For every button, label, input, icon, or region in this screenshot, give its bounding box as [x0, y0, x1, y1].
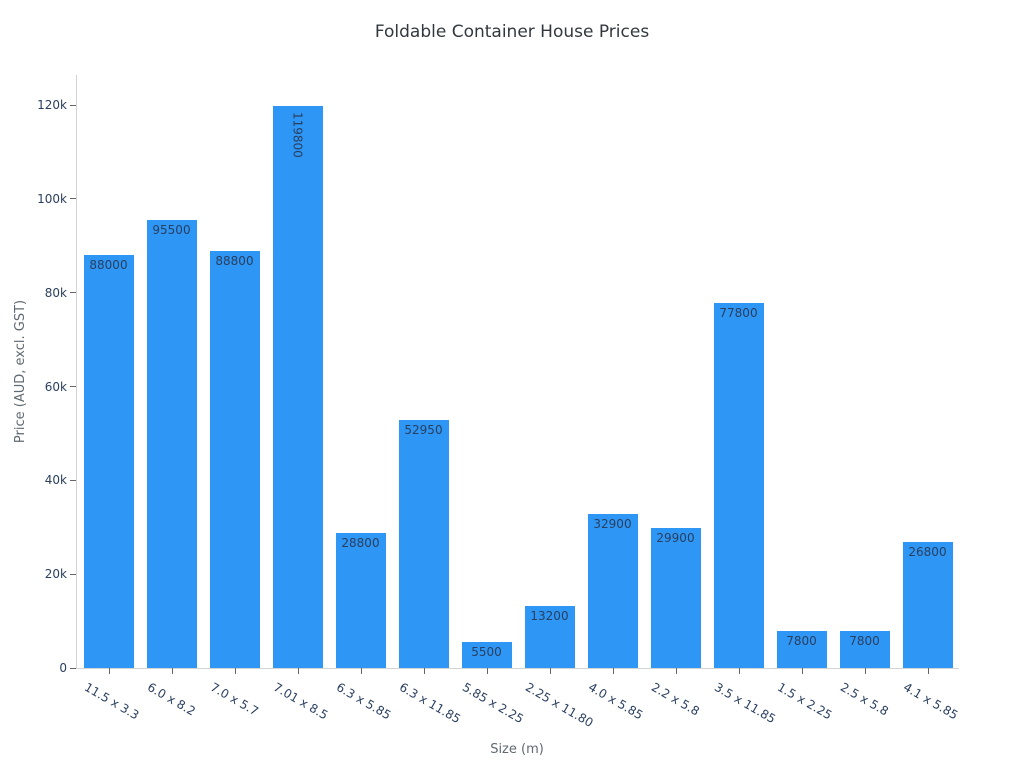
y-tick-mark	[70, 104, 76, 106]
x-tick-label: 3.5 x 11.85	[711, 680, 778, 727]
x-tick-label: 2.25 x 11.80	[522, 680, 596, 731]
x-tick-label: 1.5 x 2.25	[774, 680, 834, 723]
bar-value-label: 13200	[530, 609, 569, 624]
bar-7.01x8.5[interactable]: 119800	[272, 105, 323, 668]
bar-value-label: 28800	[341, 535, 380, 550]
bar-6.3x11.85[interactable]: 52950	[398, 419, 449, 668]
bar-value-label: 77800	[719, 306, 758, 321]
x-tick-mark	[423, 668, 425, 674]
x-tick-mark	[234, 668, 236, 674]
bar-value-label: 88800	[215, 254, 254, 269]
bar-value-label: 29900	[656, 530, 695, 545]
x-tick-label: 6.3 x 11.85	[396, 680, 463, 727]
bar-value-label: 5500	[471, 645, 502, 660]
x-tick-label: 7.0 x 5.7	[207, 680, 261, 719]
x-tick-label: 11.5 x 3.3	[81, 680, 141, 723]
bar-4.1x5.85[interactable]: 26800	[902, 542, 953, 668]
y-tick-mark	[70, 386, 76, 387]
x-tick-mark	[108, 668, 110, 674]
x-tick-mark	[486, 668, 488, 674]
x-tick-mark	[171, 668, 173, 674]
y-tick-mark	[70, 573, 76, 575]
y-tick-label: 40k	[44, 473, 67, 488]
bar-3.5x11.85[interactable]: 77800	[713, 303, 764, 668]
bar-value-label: 95500	[152, 222, 191, 237]
bar-2.25x11.80[interactable]: 13200	[524, 606, 575, 668]
bar-value-label: 88000	[89, 258, 128, 273]
x-tick-label: 2.2 x 5.8	[648, 680, 702, 719]
bar-value-label: 119800	[290, 111, 305, 158]
y-tick-label: 80k	[44, 285, 67, 300]
y-tick-mark	[70, 292, 76, 294]
y-tick-mark	[70, 198, 76, 200]
bar-1.5x2.25[interactable]: 7800	[776, 631, 827, 668]
x-tick-mark	[549, 668, 551, 674]
x-tick-label: 6.0 x 8.2	[144, 680, 198, 719]
bar-value-label: 26800	[908, 545, 947, 560]
bar-value-label: 7800	[849, 634, 880, 649]
plot-area: 0 20k 40k 60k 80k 100k 120k 88000 11.5 x 3.3 9550…	[37, 75, 960, 730]
x-tick-mark	[927, 668, 929, 674]
bar-7.0x5.7[interactable]: 88800	[209, 251, 260, 668]
x-axis-title: Size (m)	[490, 742, 544, 757]
bar-6.0x8.2[interactable]: 95500	[146, 219, 197, 668]
y-tick-label: 0	[59, 661, 67, 675]
x-tick-label: 4.0 x 5.85	[585, 680, 645, 723]
x-tick-mark	[864, 668, 866, 674]
y-tick-mark	[70, 479, 76, 481]
x-tick-mark	[801, 668, 803, 674]
x-tick-mark	[675, 668, 677, 674]
chart-title: Foldable Container House Prices	[374, 22, 650, 42]
x-tick-label: 2.5 x 5.8	[837, 680, 891, 719]
y-tick-mark	[70, 667, 76, 669]
bar-2.2x5.8[interactable]: 29900	[650, 527, 701, 668]
x-tick-mark	[360, 668, 362, 674]
bar-11.5x3.3[interactable]: 88000	[83, 255, 134, 668]
y-tick-label: 60k	[44, 379, 67, 394]
bar-5.85x2.25[interactable]: 5500	[461, 642, 512, 668]
bar-2.5x5.8[interactable]: 7800	[839, 631, 890, 668]
y-tick-label: 100k	[37, 191, 67, 206]
x-tick-label: 5.85 x 2.25	[459, 680, 526, 727]
y-tick-label: 120k	[37, 98, 67, 113]
bar-6.3x5.85[interactable]: 28800	[335, 532, 386, 668]
bar-value-label: 7800	[786, 634, 817, 649]
bar-4.0x5.85[interactable]: 32900	[587, 513, 638, 668]
x-tick-label: 4.1 x 5.85	[900, 680, 960, 723]
x-tick-mark	[297, 668, 299, 674]
x-tick-label: 6.3 x 5.85	[333, 680, 393, 723]
bar-value-label: 32900	[593, 516, 632, 531]
x-tick-mark	[738, 668, 740, 674]
x-tick-label: 7.01 x 8.5	[270, 680, 330, 723]
y-tick-label: 20k	[44, 567, 67, 582]
y-axis-title: Price (AUD, excl. GST)	[13, 299, 29, 444]
x-tick-mark	[612, 668, 614, 674]
bar-value-label: 52950	[404, 422, 443, 437]
